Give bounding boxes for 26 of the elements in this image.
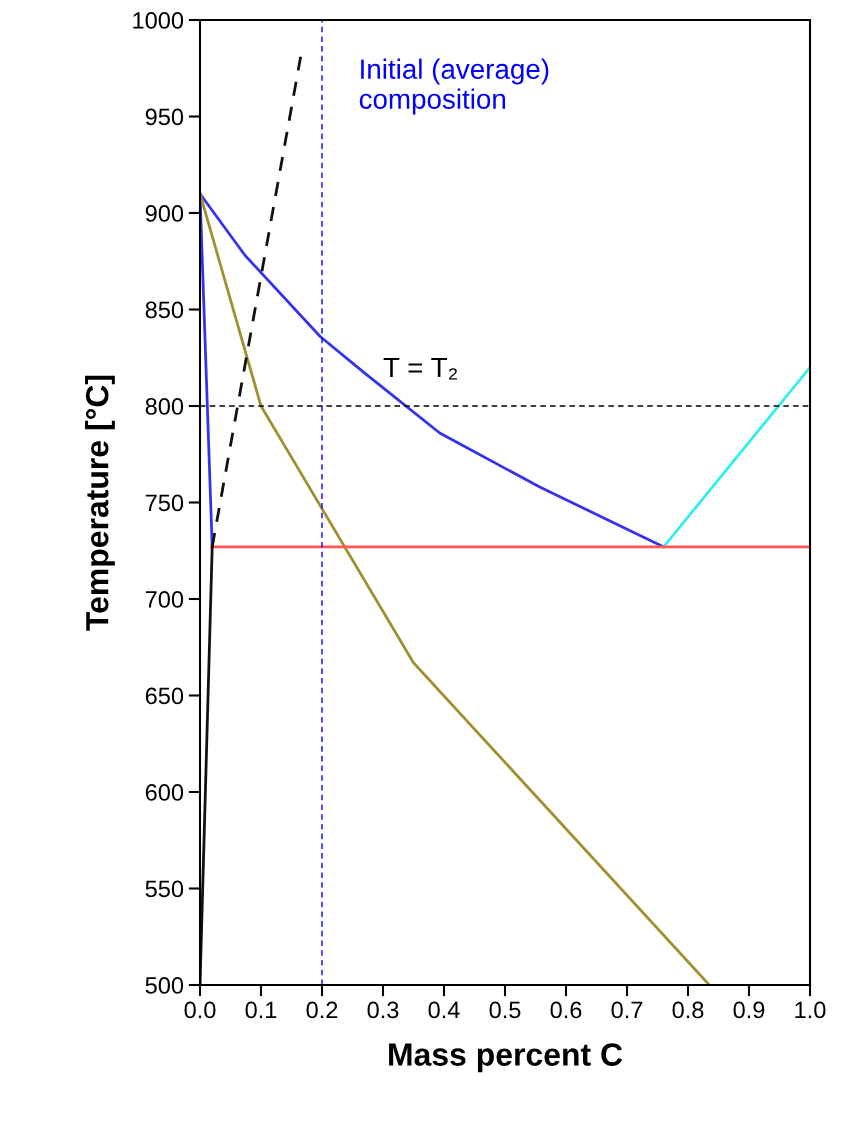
ref-line-label: T = T₂ [383, 357, 458, 380]
y-tick-label: 750 [145, 494, 184, 512]
x-tick-label: 1.0 [795, 1001, 826, 1019]
y-tick-label: 1000 [133, 12, 184, 29]
y-tick-label: 550 [145, 880, 184, 898]
x-tick-label: 0.9 [733, 1001, 765, 1019]
x-tick-label: 0.2 [306, 1001, 338, 1019]
y-axis-title: Temperature [°C] [85, 375, 115, 631]
y-tick-label: 700 [145, 591, 184, 608]
x-axis-title: Mass percent C [389, 1043, 623, 1073]
x-tick-label: 0.7 [611, 1001, 643, 1019]
y-tick-label: 900 [145, 205, 184, 222]
x-tick-label: 0.3 [367, 1001, 399, 1019]
x-tick-label: 0.6 [550, 1001, 582, 1019]
x-tick-label: 0.5 [489, 1001, 521, 1019]
x-tick-label: 0.1 [245, 1001, 277, 1019]
y-tick-label: 850 [145, 301, 184, 319]
x-tick-label: 0.8 [672, 1001, 704, 1019]
y-tick-label: 950 [145, 108, 184, 126]
y-tick-label: 600 [145, 784, 184, 801]
x-tick-label: 0.0 [184, 1001, 216, 1019]
y-tick-label: 500 [145, 977, 184, 994]
y-tick-label: 800 [145, 398, 184, 415]
x-tick-label: 0.4 [428, 1001, 460, 1019]
ref-line-label: Initial (average) composition [359, 58, 549, 115]
y-tick-label: 650 [145, 687, 184, 705]
